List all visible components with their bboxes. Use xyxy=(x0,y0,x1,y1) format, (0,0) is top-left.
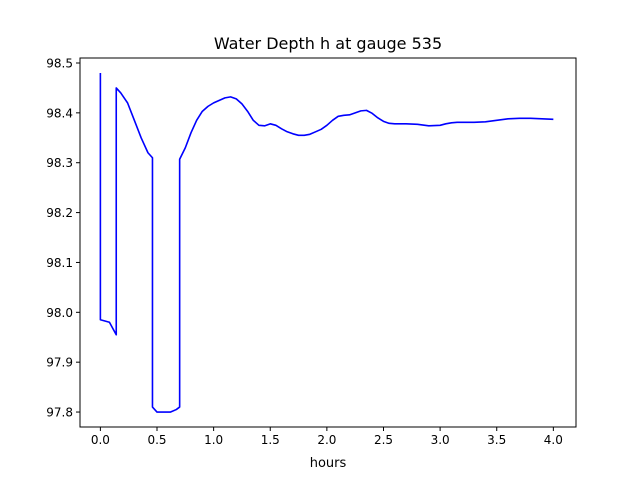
x-tick-label: 2.5 xyxy=(374,433,393,447)
x-tick-label: 4.0 xyxy=(544,433,563,447)
y-tick-label: 98.1 xyxy=(46,256,73,270)
x-tick-label: 0.5 xyxy=(147,433,166,447)
y-tick-label: 98.4 xyxy=(46,106,73,120)
y-tick-label: 97.9 xyxy=(46,356,73,370)
y-tick-label: 98.5 xyxy=(46,56,73,70)
x-tick-label: 1.5 xyxy=(261,433,280,447)
x-tick-label: 1.0 xyxy=(204,433,223,447)
x-axis-ticks: 0.0 0.5 1.0 1.5 2.0 2.5 3.0 3.5 4.0 xyxy=(91,427,563,447)
series-layer xyxy=(99,72,554,413)
y-tick-label: 98.2 xyxy=(46,206,73,220)
x-tick-label: 3.5 xyxy=(487,433,506,447)
y-tick-label: 98.3 xyxy=(46,156,73,170)
x-tick-label: 3.0 xyxy=(431,433,450,447)
chart-title: Water Depth h at gauge 535 xyxy=(214,34,442,53)
x-axis-label: hours xyxy=(310,456,347,471)
plot-area xyxy=(80,58,576,427)
y-axis-ticks: 97.8 97.9 98.0 98.1 98.2 98.3 98.4 98.5 xyxy=(46,56,80,420)
x-tick-label: 2.0 xyxy=(317,433,336,447)
plot-frame xyxy=(79,57,577,428)
y-tick-label: 98.0 xyxy=(46,306,73,320)
x-tick-label: 0.0 xyxy=(91,433,110,447)
y-tick-label: 97.8 xyxy=(46,406,73,420)
series-line-0 xyxy=(99,72,554,413)
